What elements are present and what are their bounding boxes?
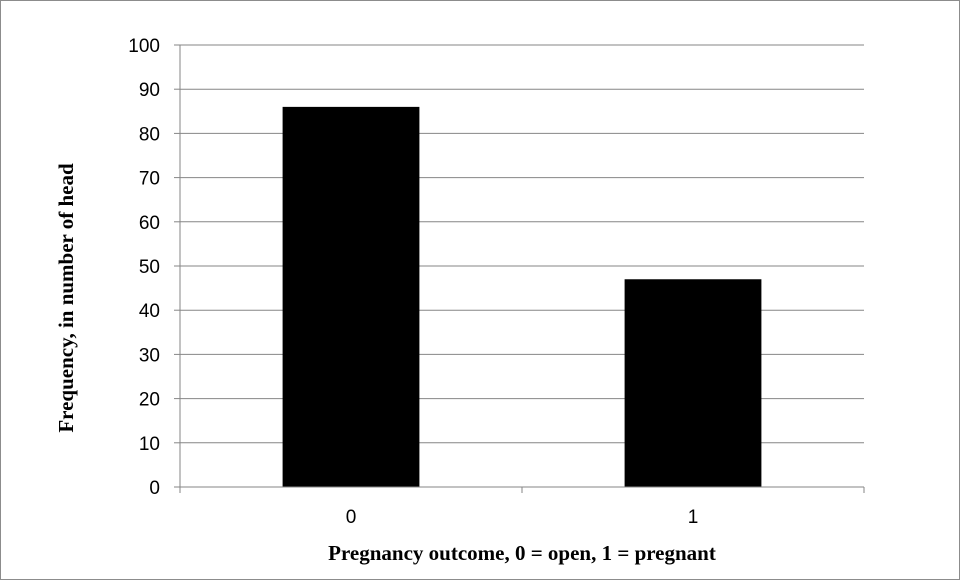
x-tick-label: 0 [346,507,357,528]
y-tick-label: 20 [139,390,160,411]
bar-0 [282,106,420,487]
x-axis-title: Pregnancy outcome, 0 = open, 1 = pregnan… [328,541,716,565]
bars [282,106,762,487]
y-tick-label: 40 [139,301,160,322]
y-tick-label: 0 [149,478,160,499]
y-tick-label: 80 [139,124,160,145]
y-tick-label: 70 [139,169,160,190]
y-tick-label: 90 [139,80,160,101]
axes [174,44,865,493]
y-tick-label: 60 [139,213,160,234]
tick-labels: 0 10 20 30 40 50 60 70 80 90 100 0 1 [128,36,698,528]
y-axis-title: Frequency, in number of head [54,163,78,433]
y-tick-label: 100 [128,36,160,57]
y-tick-label: 50 [139,257,160,278]
bar-1 [624,279,762,487]
y-tick-label: 10 [139,434,160,455]
x-tick-label: 1 [688,507,699,528]
y-tick-label: 30 [139,345,160,366]
